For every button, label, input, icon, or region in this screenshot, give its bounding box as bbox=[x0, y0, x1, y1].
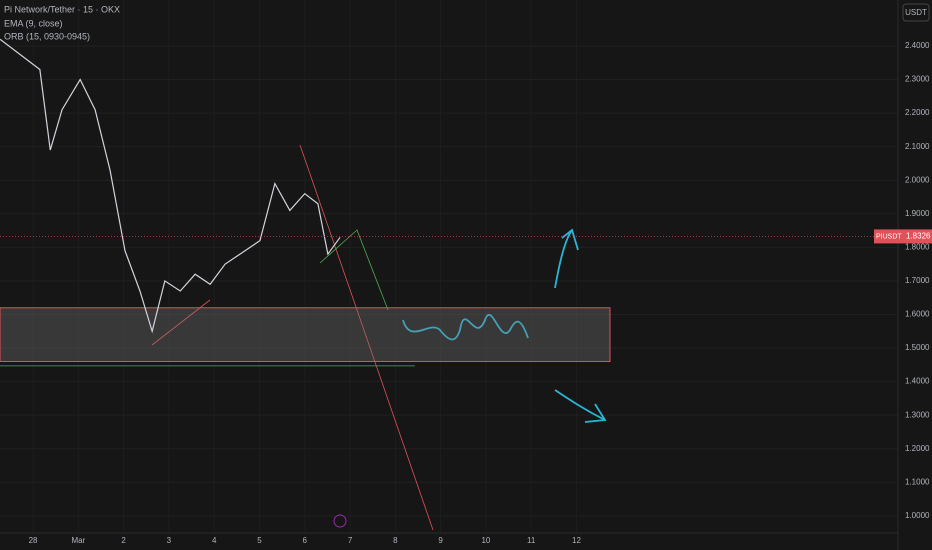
x-tick-label: 2 bbox=[121, 536, 126, 545]
indicator-label: EMA (9, close) bbox=[4, 18, 63, 28]
currency-box[interactable] bbox=[902, 3, 930, 22]
x-tick-label: 4 bbox=[212, 536, 217, 545]
arrow-down bbox=[554, 389, 607, 423]
zone bbox=[0, 307, 611, 362]
symbol-box bbox=[874, 229, 904, 244]
trend-line bbox=[299, 144, 434, 531]
chart-title: Pi Network/Tether · 15 · OKX bbox=[4, 4, 120, 14]
x-tick-label: Mar bbox=[71, 536, 85, 545]
price-box bbox=[904, 229, 932, 244]
arrow-up bbox=[554, 228, 579, 289]
y-tick-label: 1.2000 bbox=[905, 444, 930, 453]
y-tick-label: 1.7000 bbox=[905, 276, 930, 285]
x-tick-label: 3 bbox=[167, 536, 172, 545]
y-tick-label: 2.3000 bbox=[905, 75, 930, 84]
currency[interactable]: USDT bbox=[905, 8, 927, 17]
y-tick-label: 1.5000 bbox=[905, 343, 930, 352]
y-tick-label: 2.1000 bbox=[905, 142, 930, 151]
x-tick-label: 6 bbox=[303, 536, 308, 545]
x-tick-label: 28 bbox=[29, 536, 38, 545]
y-tick-label: 2.4000 bbox=[905, 41, 930, 50]
x-tick-label: 11 bbox=[527, 536, 536, 545]
event-icon[interactable] bbox=[333, 514, 347, 528]
y-tick-label: 1.8000 bbox=[905, 242, 930, 251]
x-tick-label: 8 bbox=[393, 536, 398, 545]
y-tick-label: 1.0000 bbox=[905, 511, 930, 520]
x-tick-label: 9 bbox=[438, 536, 443, 545]
y-tick-label: 1.9000 bbox=[905, 209, 930, 218]
y-tick-label: 2.2000 bbox=[905, 108, 930, 117]
y-tick-label: 1.1000 bbox=[905, 477, 930, 486]
x-tick-label: 5 bbox=[257, 536, 262, 545]
projection-line bbox=[319, 229, 389, 311]
x-tick-label: 7 bbox=[348, 536, 353, 545]
last-price-label: 1.8326 bbox=[906, 232, 931, 241]
x-tick-label: 10 bbox=[481, 536, 490, 545]
y-tick-label: 2.0000 bbox=[905, 175, 930, 184]
symbol-label: PIUSDT bbox=[876, 233, 902, 240]
indicator-label: ORB (15, 0930-0945) bbox=[4, 31, 90, 41]
x-tick-label: 12 bbox=[572, 536, 581, 545]
drawing bbox=[402, 313, 529, 341]
y-tick-label: 1.6000 bbox=[905, 310, 930, 319]
y-tick-label: 1.3000 bbox=[905, 410, 930, 419]
price-line bbox=[0, 38, 341, 334]
y-tick-label: 1.4000 bbox=[905, 377, 930, 386]
